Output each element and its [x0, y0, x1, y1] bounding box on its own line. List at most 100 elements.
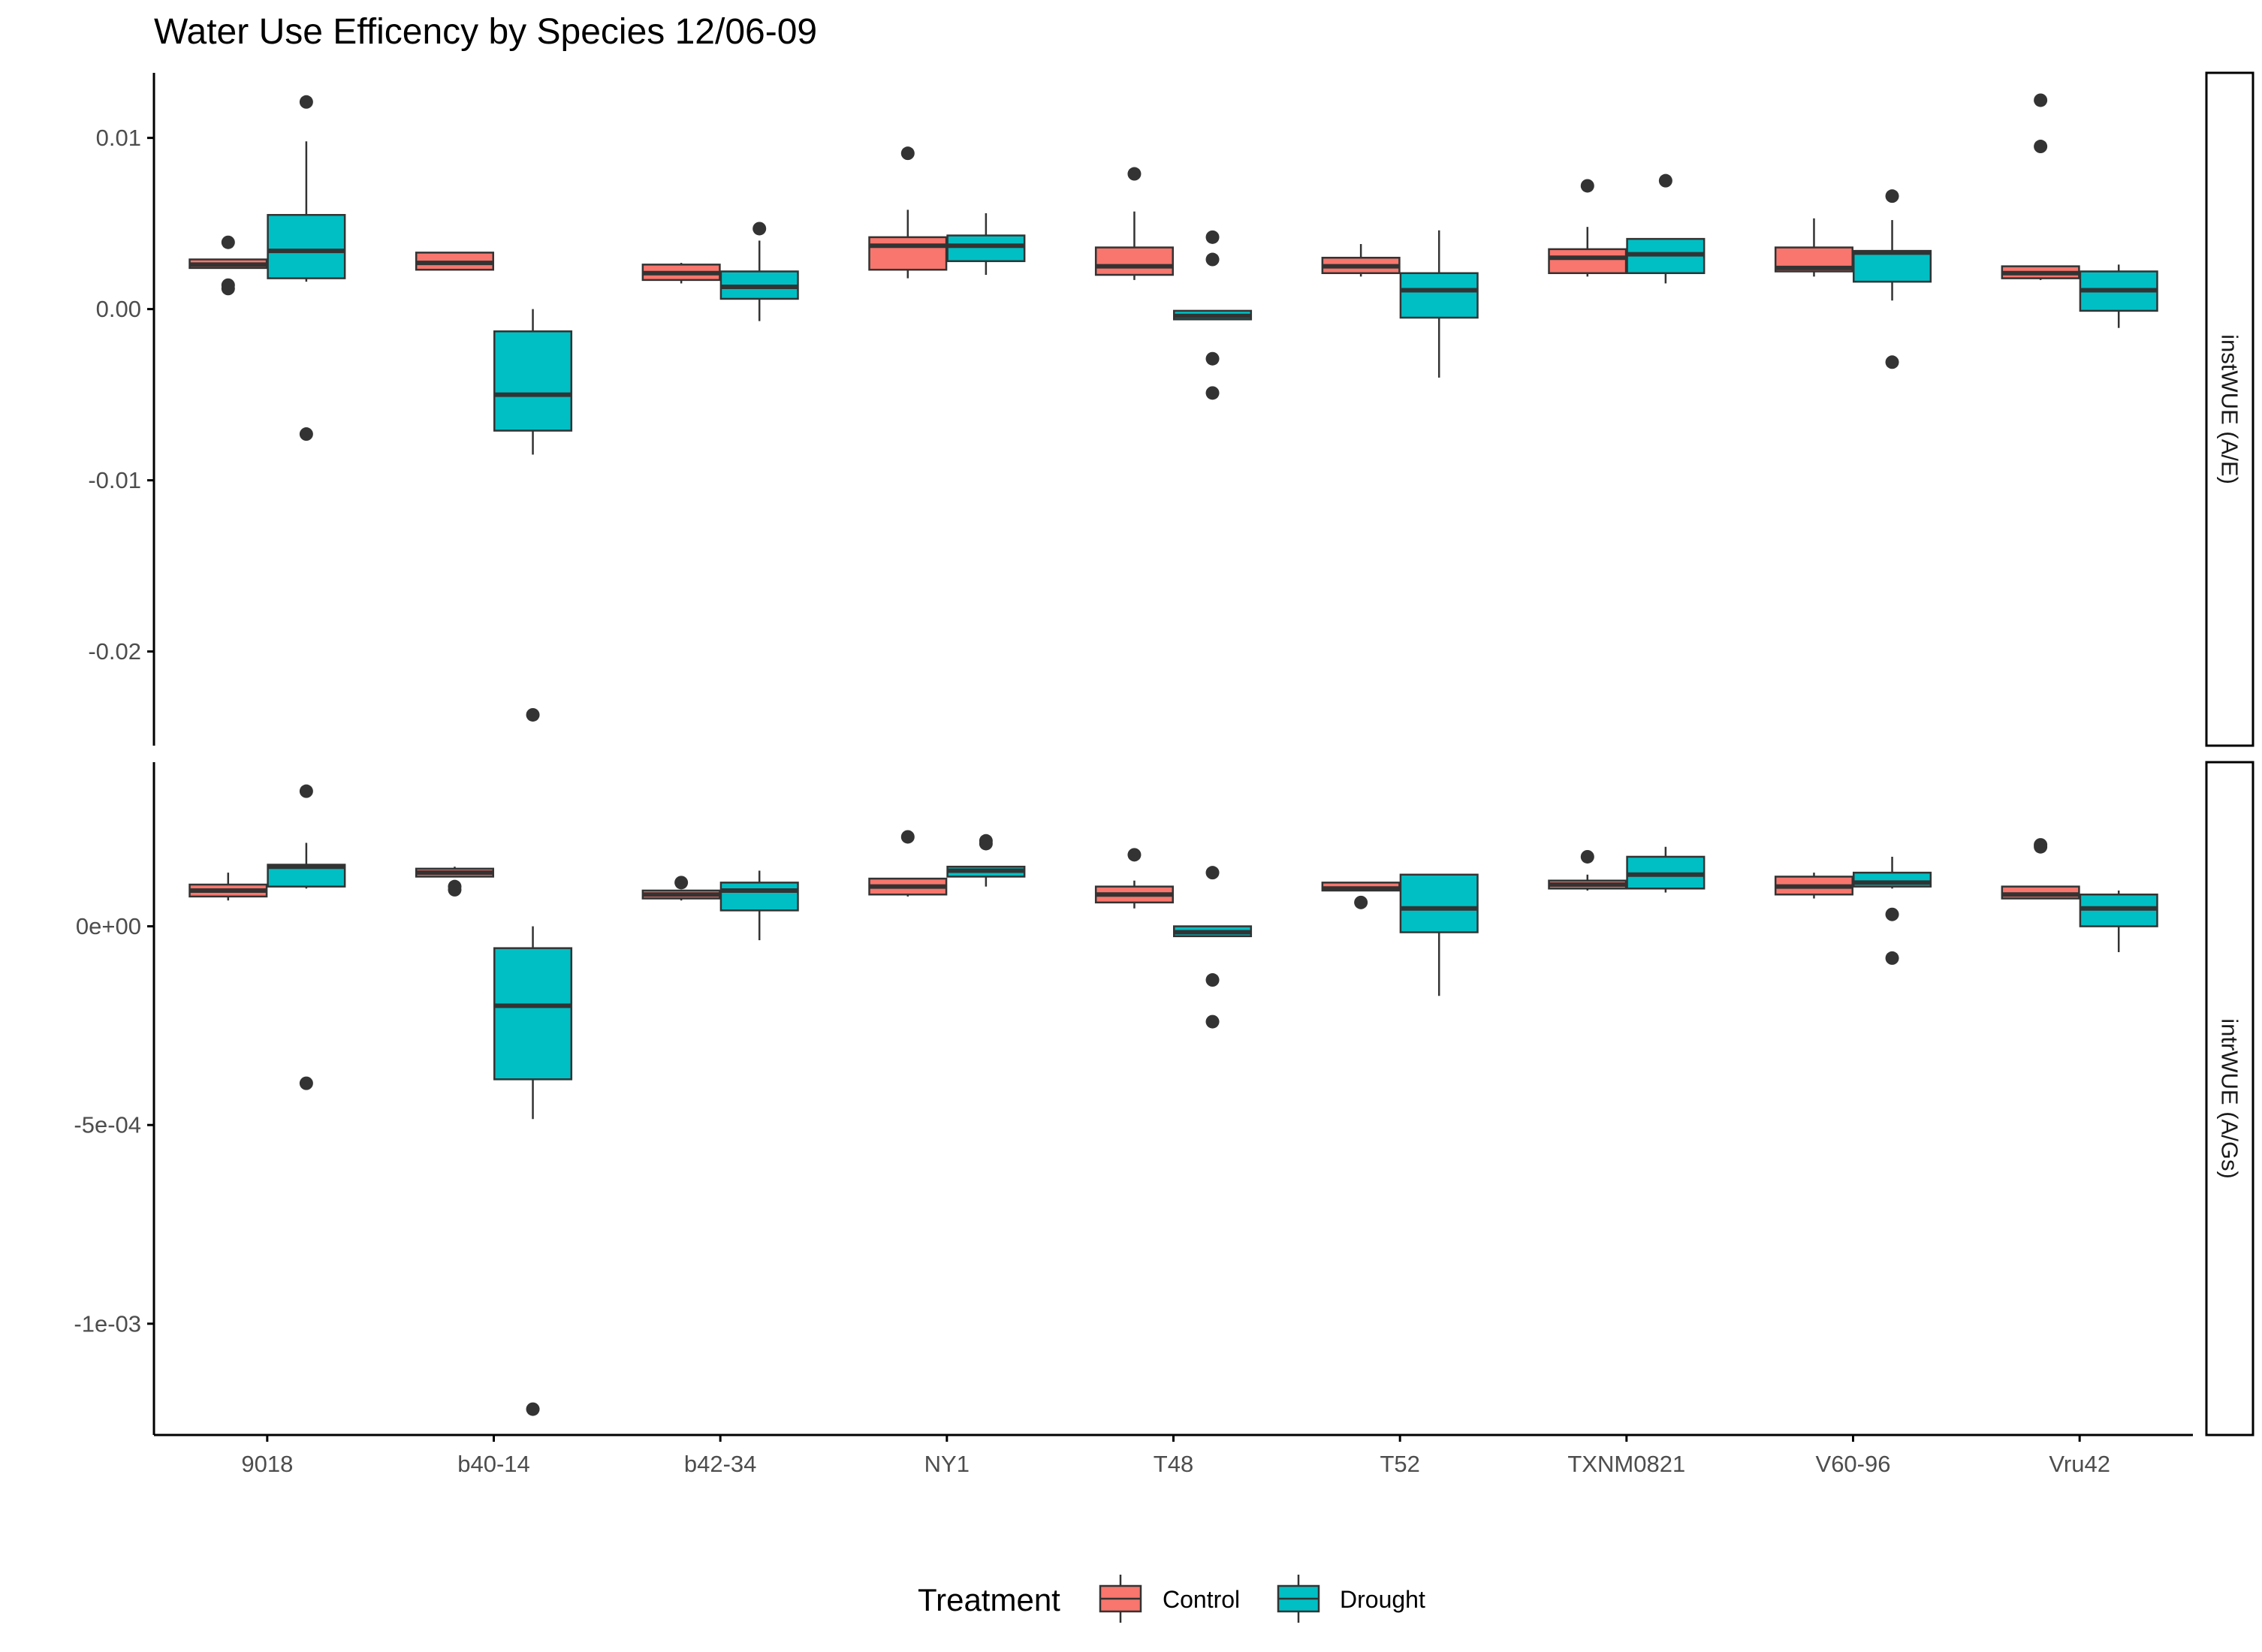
- outlier-point: [1205, 386, 1220, 400]
- x-tick-label-b40-14: b40-14: [457, 1451, 530, 1477]
- outlier-point: [1127, 848, 1142, 862]
- panel-instwue: 0.01 0.00 -0.01 -0.02 instWUE (A/E): [88, 71, 2254, 747]
- box-body: [493, 330, 573, 432]
- intrwue-box-v60-96-control: [1774, 873, 1853, 899]
- panel-intrwue: 0e+00 -5e-04 -1e-03 intrWUE (A/Gs): [74, 761, 2254, 1436]
- panel-instwue-y-ticks: 0.01 0.00 -0.01 -0.02: [88, 125, 154, 665]
- x-tick-label-9018: 9018: [241, 1451, 293, 1477]
- outlier-point: [1354, 895, 1368, 909]
- x-tick-label-v60-96: V60-96: [1816, 1451, 1891, 1477]
- outlier-point: [1885, 189, 1899, 203]
- outlier-point: [752, 222, 767, 236]
- outlier-point: [674, 876, 689, 890]
- box-body: [1399, 873, 1479, 933]
- legend: Treatment Control Drought: [918, 1575, 1425, 1623]
- box-body: [719, 882, 799, 912]
- box-body: [267, 213, 346, 279]
- instwue-box-t52-drought: [1399, 230, 1479, 378]
- outlier-point: [900, 830, 915, 844]
- instwue-box-txnm0821-control: [1548, 179, 1627, 277]
- x-tick-label-ny1: NY1: [924, 1451, 970, 1477]
- intrwue-box-ny1-drought: [946, 834, 1026, 887]
- outlier-point: [299, 784, 313, 798]
- box-body: [1399, 272, 1479, 319]
- outlier-point: [1205, 973, 1220, 987]
- intrwue-box-txnm0821-drought: [1626, 846, 1706, 893]
- outlier-point: [221, 235, 235, 249]
- legend-label-drought: Drought: [1340, 1586, 1425, 1613]
- intrwue-box-ny1-control: [868, 830, 948, 897]
- intrwue-box-txnm0821-control: [1548, 849, 1627, 891]
- intrwue-box-b40-14-drought: [493, 926, 573, 1416]
- chart-title: Water Use Efficency by Species 12/06-09: [154, 12, 817, 52]
- instwue-box-txnm0821-drought: [1626, 173, 1706, 284]
- intrwue-box-t48-drought: [1173, 866, 1253, 1029]
- intrwue-box-t52-control: [1321, 882, 1401, 909]
- instwue-box-t52-control: [1321, 243, 1401, 277]
- outlier-point: [1885, 907, 1899, 921]
- x-tick-label-t48: T48: [1154, 1451, 1193, 1477]
- outlier-point: [979, 837, 993, 851]
- outlier-point: [2034, 140, 2048, 154]
- intrwue-box-vru42-drought: [2079, 890, 2158, 952]
- instwue-box-t48-control: [1094, 167, 1174, 280]
- legend-key-drought: [1277, 1575, 1320, 1623]
- legend-label-control: Control: [1163, 1586, 1240, 1613]
- x-axis-ticks: 9018 b40-14 b42-34 NY1 T48 T52 TXNM0821 V60-96 V…: [241, 1435, 2110, 1477]
- outlier-point: [448, 882, 462, 897]
- outlier-point: [526, 707, 540, 722]
- intrwue-box-vru42-control: [2001, 838, 2080, 900]
- instwue-box-vru42-control: [2001, 93, 2080, 280]
- instwue-y-tick-label: 0.00: [96, 296, 141, 322]
- outlier-point: [1205, 866, 1220, 880]
- strip-label-intrwue: intrWUE (A/Gs): [2217, 1018, 2243, 1179]
- strip-intrwue: [2205, 761, 2254, 1436]
- outlier-point: [900, 146, 915, 161]
- panel-instwue-marks: [188, 93, 2158, 722]
- x-tick-label-txnm0821: TXNM0821: [1567, 1451, 1685, 1477]
- instwue-box-v60-96-drought: [1853, 189, 1932, 369]
- legend-title: Treatment: [918, 1582, 1060, 1617]
- instwue-box-b40-14-drought: [493, 309, 573, 722]
- instwue-box-b42-34-control: [641, 263, 721, 284]
- outlier-point: [221, 282, 235, 296]
- instwue-y-tick-label: -0.02: [88, 638, 141, 665]
- instwue-box-9018-drought: [267, 95, 346, 442]
- instwue-box-b42-34-drought: [719, 222, 799, 321]
- outlier-point: [2034, 840, 2048, 854]
- box-body: [1548, 248, 1627, 274]
- x-tick-label-t52: T52: [1380, 1451, 1419, 1477]
- outlier-point: [2034, 93, 2048, 107]
- box-body: [946, 234, 1026, 263]
- outlier-point: [299, 95, 313, 109]
- box-body: [1853, 249, 1932, 283]
- legend-key-control: [1099, 1575, 1142, 1623]
- outlier-point: [1205, 351, 1220, 366]
- strip-label-instwue: instWUE (A/E): [2217, 334, 2243, 484]
- instwue-box-ny1-drought: [946, 213, 1026, 276]
- x-tick-label-vru42: Vru42: [2049, 1451, 2110, 1477]
- box-body: [1094, 246, 1174, 276]
- outlier-point: [1658, 173, 1672, 188]
- outlier-point: [1205, 230, 1220, 244]
- strip-instwue: [2205, 71, 2254, 747]
- outlier-point: [526, 1402, 540, 1416]
- outlier-point: [1205, 1014, 1220, 1029]
- intrwue-y-tick-label: -5e-04: [74, 1112, 141, 1138]
- instwue-box-9018-control: [188, 235, 268, 296]
- instwue-box-v60-96-control: [1774, 218, 1853, 277]
- outlier-point: [299, 427, 313, 442]
- outlier-point: [1580, 179, 1594, 193]
- intrwue-box-t52-drought: [1399, 873, 1479, 996]
- panel-intrwue-marks: [188, 784, 2158, 1416]
- instwue-y-tick-label: 0.01: [96, 125, 141, 151]
- intrwue-box-b42-34-control: [641, 876, 721, 901]
- intrwue-box-9018-control: [188, 873, 268, 901]
- intrwue-box-b42-34-drought: [719, 870, 799, 941]
- intrwue-box-v60-96-drought: [1853, 856, 1932, 965]
- intrwue-box-t48-control: [1094, 848, 1174, 909]
- box-body: [493, 947, 573, 1081]
- intrwue-y-tick-label: -1e-03: [74, 1310, 141, 1337]
- instwue-y-tick-label: -0.01: [88, 467, 141, 493]
